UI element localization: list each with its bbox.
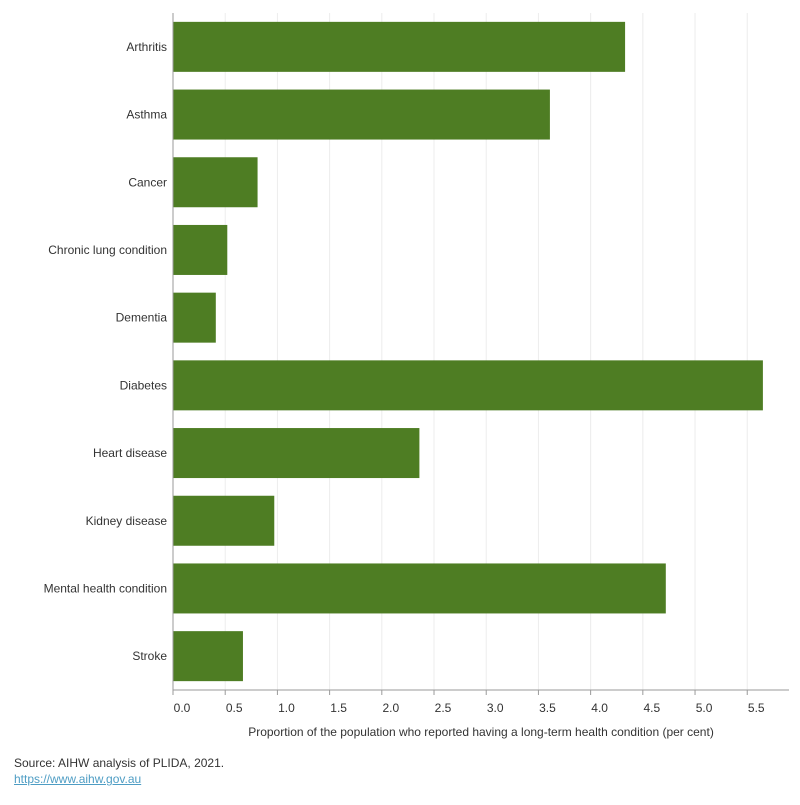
source-link[interactable]: https://www.aihw.gov.au [14,772,142,786]
source-note: Source: AIHW analysis of PLIDA, 2021. [14,756,225,770]
category-label: Cancer [128,175,167,189]
x-tick-label: 2.0 [382,701,399,715]
bar [173,360,763,411]
bar [173,428,420,479]
bar [173,292,216,343]
x-tick-label: 5.5 [748,701,765,715]
bar [173,21,626,72]
x-tick-label: 0.0 [174,701,191,715]
x-tick-label: 2.5 [435,701,452,715]
x-tick-label: 1.5 [330,701,347,715]
x-tick-label: 0.5 [226,701,243,715]
x-tick-label: 1.0 [278,701,295,715]
chart-footer: Source: AIHW analysis of PLIDA, 2021. ht… [14,755,224,787]
category-label: Diabetes [120,378,167,392]
bar [173,157,258,208]
category-label: Asthma [126,108,167,122]
x-tick-label: 5.0 [696,701,713,715]
bar [173,631,243,682]
category-label: Arthritis [126,40,167,54]
bar [173,495,275,546]
bar [173,563,666,614]
category-label: Heart disease [93,446,167,460]
category-label: Chronic lung condition [48,243,167,257]
x-axis-title: Proportion of the population who reporte… [248,725,714,739]
bar [173,224,228,275]
x-tick-label: 4.5 [643,701,660,715]
bar [173,89,550,140]
x-tick-label: 4.0 [591,701,608,715]
category-label: Kidney disease [86,514,168,528]
x-tick-label: 3.5 [539,701,556,715]
category-label: Stroke [132,649,167,663]
category-label: Mental health condition [44,581,167,595]
x-tick-label: 3.0 [487,701,504,715]
category-label: Dementia [116,311,168,325]
